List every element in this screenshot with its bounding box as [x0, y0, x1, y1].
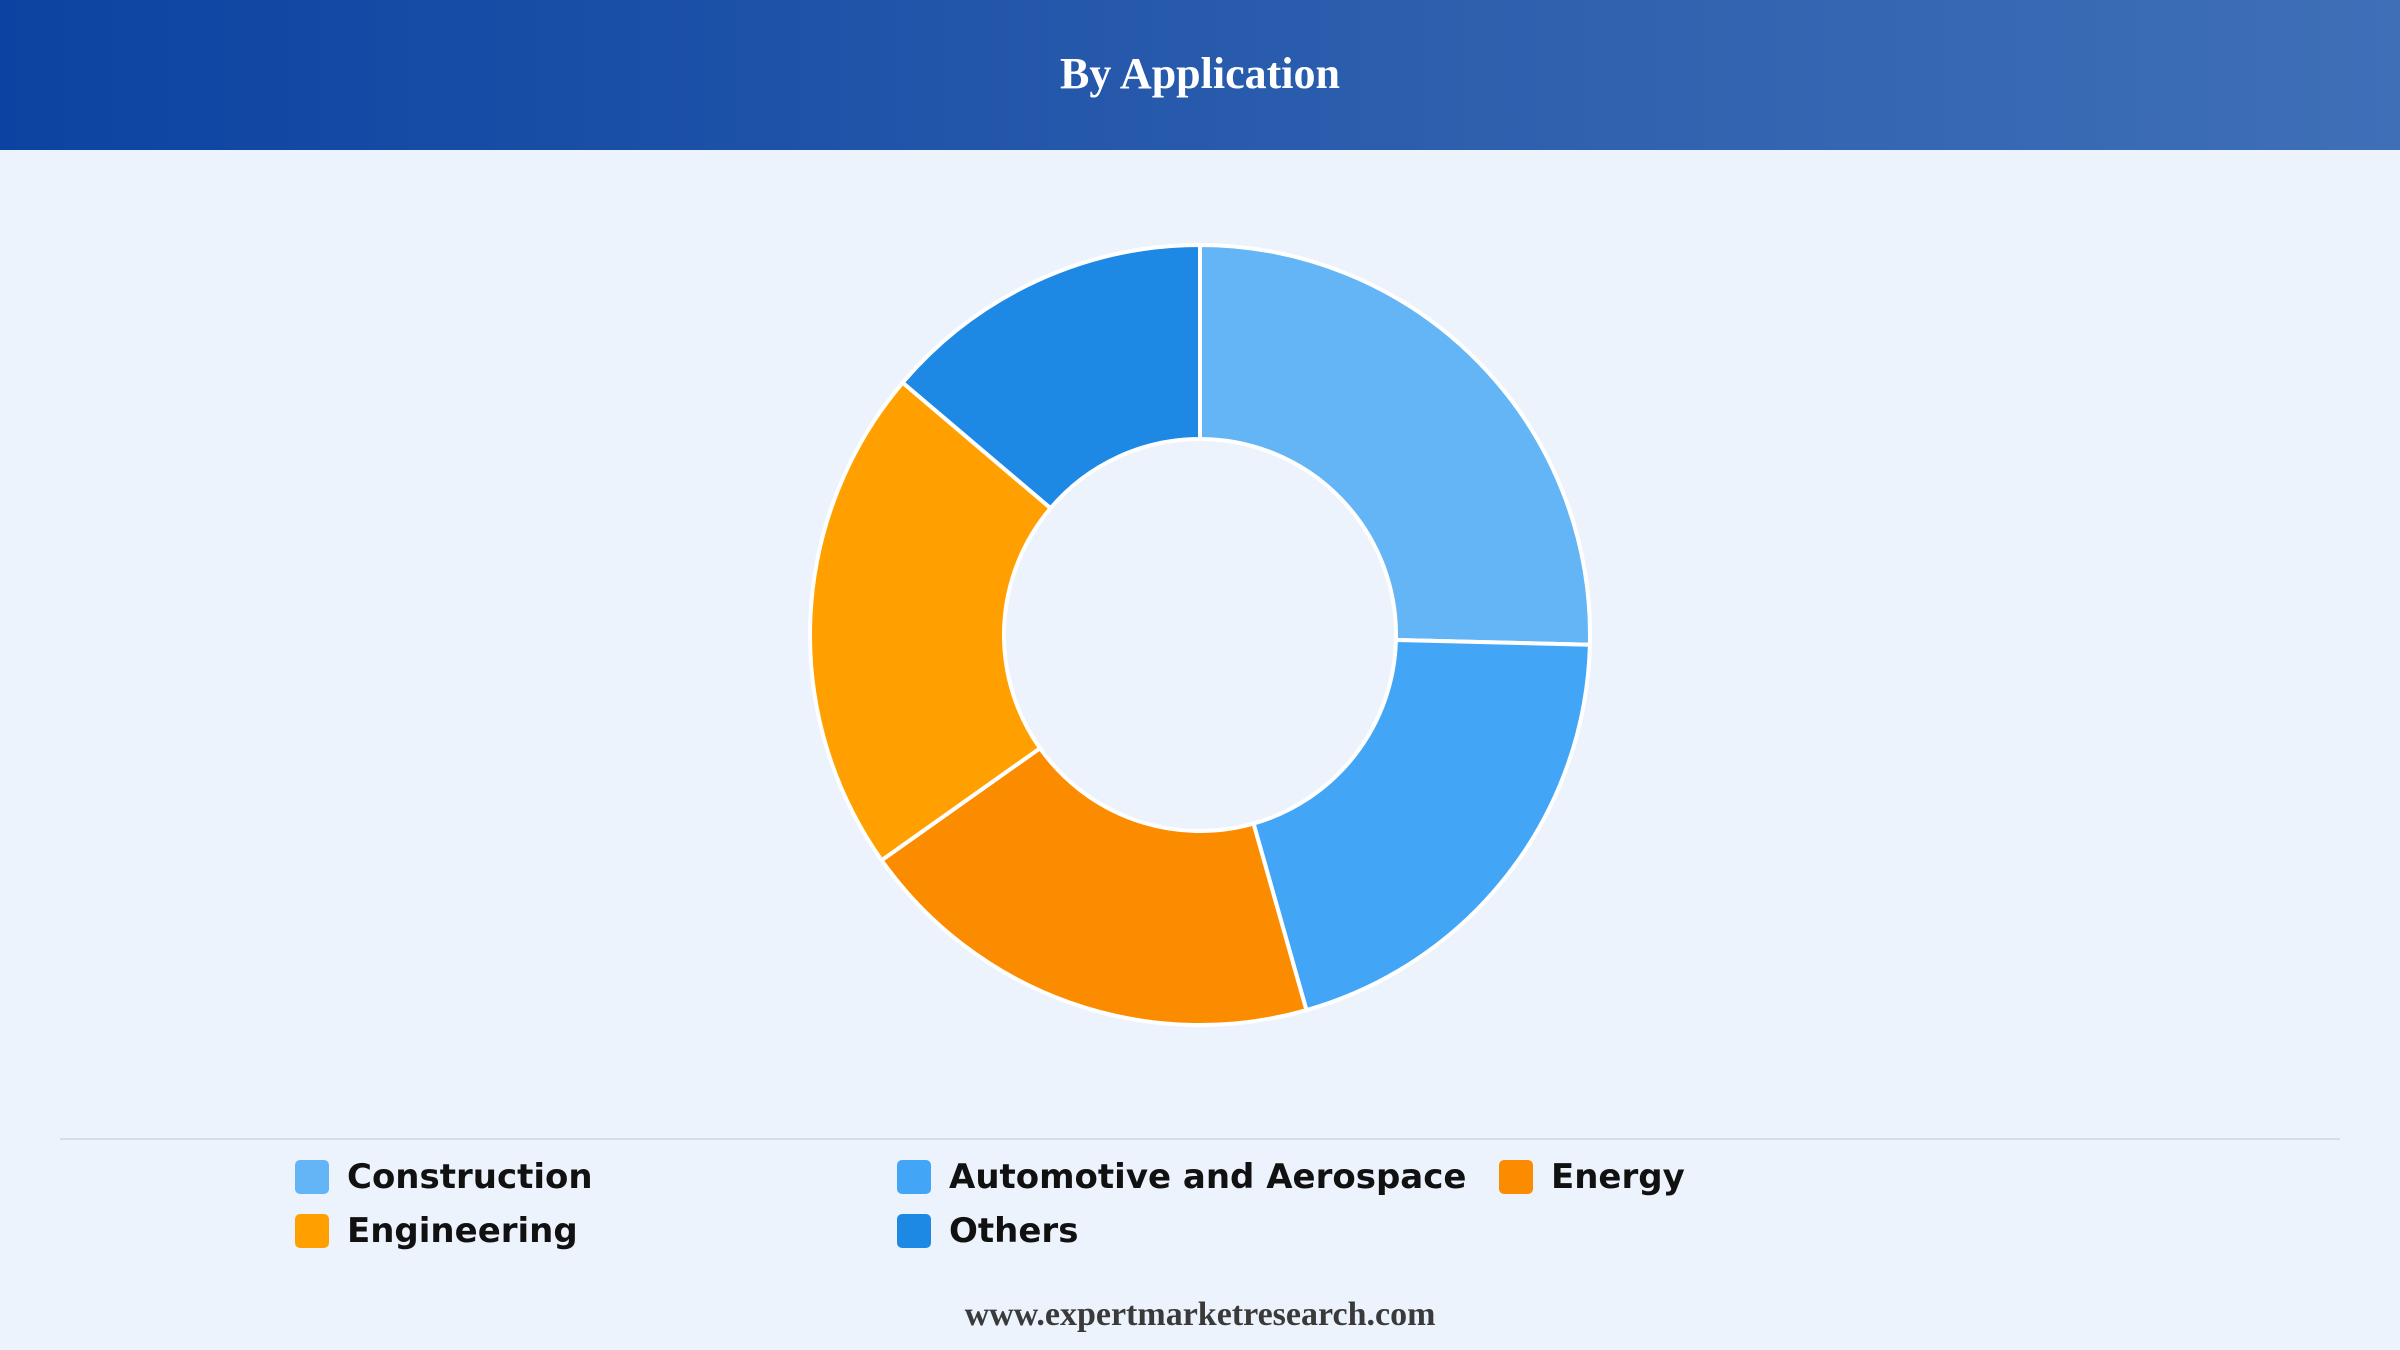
legend-label: Construction [347, 1157, 593, 1197]
legend-swatch [1499, 1160, 1533, 1194]
chart-title: By Application [1060, 48, 1340, 98]
source-footer: www.expertmarketresearch.com [964, 1296, 1436, 1333]
legend-divider [60, 1138, 2340, 1140]
legend-swatch [295, 1160, 329, 1194]
slice-engineering[interactable] [808, 380, 1053, 863]
legend-label: Automotive and Aerospace [949, 1157, 1467, 1197]
legend-item-others[interactable]: Others [897, 1206, 1078, 1256]
legend-label: Energy [1551, 1157, 1685, 1197]
legend-label: Others [949, 1211, 1079, 1251]
legend-item-construction[interactable]: Construction [295, 1152, 593, 1202]
slice-construction[interactable] [1198, 243, 1592, 647]
legend-swatch [295, 1214, 329, 1248]
chart-legend: Construction Automotive and Aerospace Ener… [295, 1152, 2195, 1282]
slice-others[interactable] [900, 243, 1202, 511]
slice-automotive-and-aerospace[interactable] [1251, 637, 1592, 1013]
slice-energy[interactable] [879, 746, 1309, 1027]
legend-item-energy[interactable]: Energy [1499, 1152, 1685, 1202]
legend-swatch [897, 1214, 931, 1248]
donut-chart [808, 243, 1592, 1027]
legend-item-automotive-and-aerospace[interactable]: Automotive and Aerospace [897, 1152, 1466, 1202]
chart-header: By Application [0, 0, 2400, 150]
chart-area [0, 150, 2400, 1130]
legend-swatch [897, 1160, 931, 1194]
legend-item-engineering[interactable]: Engineering [295, 1206, 578, 1256]
legend-label: Engineering [347, 1211, 578, 1251]
